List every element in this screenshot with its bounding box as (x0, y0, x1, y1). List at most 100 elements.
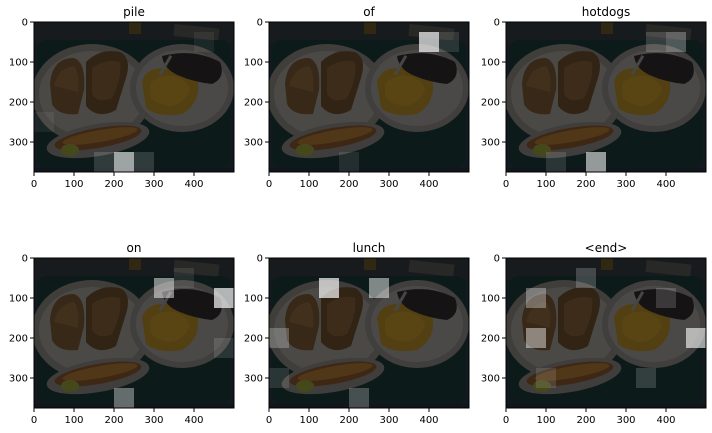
attention-cell (269, 328, 289, 348)
x-tick-label: 300 (616, 415, 635, 426)
y-tick-label: 100 (244, 58, 263, 69)
attention-cell (154, 278, 174, 298)
panel-title: of (363, 5, 375, 19)
attention-cell (349, 388, 369, 408)
y-tick-label: 0 (494, 18, 500, 29)
y-tick-label: 100 (481, 294, 500, 305)
x-tick-label: 300 (616, 179, 635, 190)
attention-cell (114, 152, 134, 172)
axes-frame (33, 21, 235, 173)
x-tick-label: 400 (656, 179, 675, 190)
attention-cell (369, 278, 389, 298)
axes-frame (33, 257, 235, 409)
attention-cell (269, 368, 289, 388)
y-tick-label: 100 (9, 58, 28, 69)
attention-cell (419, 32, 439, 52)
y-tick-label: 300 (9, 374, 28, 385)
x-tick-label: 400 (184, 179, 203, 190)
attention-cell (114, 388, 134, 408)
attention-cell (214, 338, 234, 358)
attention-cell (174, 268, 194, 288)
y-tick-label: 0 (22, 18, 28, 29)
y-tick-label: 100 (244, 294, 263, 305)
plot-area (269, 258, 469, 408)
y-tick-label: 0 (22, 254, 28, 265)
x-tick-label: 300 (144, 179, 163, 190)
attention-cell (536, 368, 556, 388)
panel-title: <end> (585, 241, 628, 255)
y-tick-label: 200 (481, 98, 500, 109)
plot-area (506, 22, 706, 172)
panel-6: <end> 0 100 200 300 400 0 100 200 300 (481, 241, 707, 426)
attention-dim-overlay (506, 258, 706, 408)
y-tick-label: 300 (244, 374, 263, 385)
x-tick-label: 0 (503, 415, 509, 426)
panel-title: hotdogs (582, 5, 630, 19)
panel-title: pile (123, 5, 145, 19)
y-tick-label: 200 (244, 98, 263, 109)
panel-5: lunch 0 100 200 300 400 0 100 200 300 (244, 241, 470, 426)
x-tick-label: 0 (266, 179, 272, 190)
attention-cell (194, 32, 214, 52)
y-tick-label: 300 (481, 138, 500, 149)
y-tick-label: 300 (9, 138, 28, 149)
y-tick-label: 100 (481, 58, 500, 69)
panel-4: on 0 100 200 300 400 0 100 200 300 (9, 241, 235, 426)
attention-dim-overlay (269, 258, 469, 408)
panel-1: pile 0 100 200 300 400 0 100 200 300 (9, 5, 235, 190)
axes-frame (268, 257, 470, 409)
x-tick-label: 100 (64, 179, 83, 190)
x-tick-label: 0 (31, 179, 37, 190)
plot-area (506, 258, 706, 408)
x-tick-label: 200 (339, 179, 358, 190)
attention-dim-overlay (506, 22, 706, 172)
attention-cell (339, 152, 359, 172)
y-tick-label: 0 (494, 254, 500, 265)
y-tick-label: 300 (481, 374, 500, 385)
y-tick-label: 100 (9, 294, 28, 305)
panel-title: on (127, 241, 142, 255)
plot-area (34, 258, 234, 408)
y-tick-label: 0 (257, 18, 263, 29)
attention-cell (439, 32, 459, 52)
y-tick-label: 0 (257, 254, 263, 265)
x-tick-label: 0 (503, 179, 509, 190)
plot-area (34, 22, 234, 172)
y-tick-label: 200 (9, 98, 28, 109)
axes-frame (505, 21, 707, 173)
x-tick-label: 100 (536, 179, 555, 190)
attention-cell (134, 152, 154, 172)
attention-cell (526, 288, 546, 308)
x-tick-label: 300 (144, 415, 163, 426)
attention-cell (636, 368, 656, 388)
x-tick-label: 200 (339, 415, 358, 426)
x-tick-label: 300 (379, 415, 398, 426)
attention-dim-overlay (34, 258, 234, 408)
attention-cell (526, 328, 546, 348)
attention-cell (214, 288, 234, 308)
panel-title: lunch (353, 241, 386, 255)
attention-cell (586, 152, 606, 172)
x-tick-label: 100 (299, 179, 318, 190)
x-tick-label: 200 (576, 415, 595, 426)
x-tick-label: 100 (299, 415, 318, 426)
x-tick-label: 200 (576, 179, 595, 190)
axes-frame (505, 257, 707, 409)
y-tick-label: 200 (481, 334, 500, 345)
axes-frame (268, 21, 470, 173)
x-tick-label: 200 (104, 179, 123, 190)
x-tick-label: 400 (419, 179, 438, 190)
attention-cell (319, 278, 339, 298)
x-tick-label: 0 (266, 415, 272, 426)
x-tick-label: 300 (379, 179, 398, 190)
panel-2: of 0 100 200 300 400 0 100 200 300 (244, 5, 470, 190)
attention-dim-overlay (34, 22, 234, 172)
x-tick-label: 100 (536, 415, 555, 426)
x-tick-label: 400 (419, 415, 438, 426)
panel-3: hotdogs 0 100 200 300 400 0 100 200 300 (481, 5, 707, 190)
attention-cell (656, 288, 676, 308)
x-tick-label: 400 (184, 415, 203, 426)
x-tick-label: 400 (656, 415, 675, 426)
x-tick-label: 0 (31, 415, 37, 426)
